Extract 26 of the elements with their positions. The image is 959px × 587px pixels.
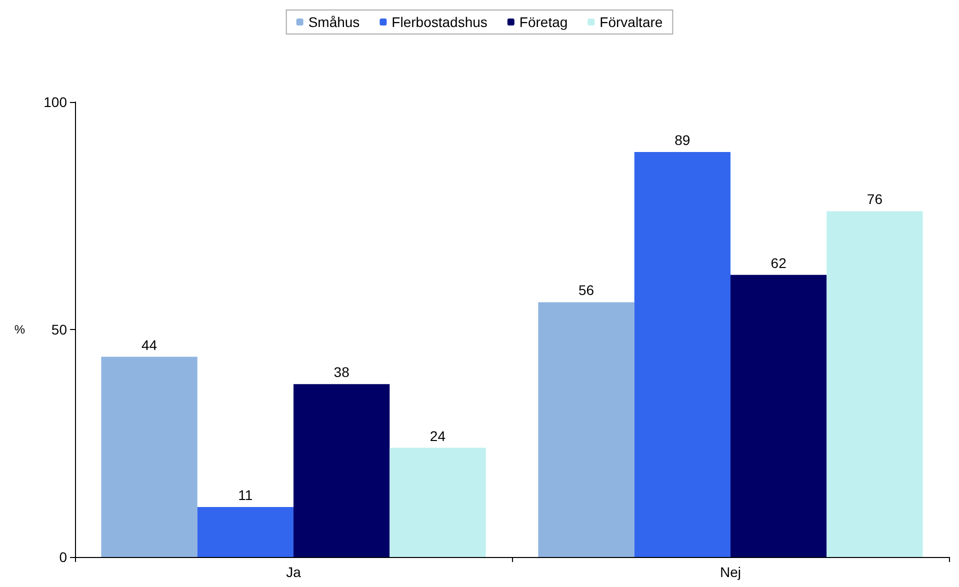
bar: [294, 384, 390, 557]
bar: [101, 356, 198, 557]
data-label: 38: [334, 364, 350, 380]
y-axis-title: %: [14, 322, 26, 336]
data-label: 76: [866, 191, 883, 208]
bar: [538, 302, 634, 557]
data-label: 62: [770, 254, 787, 271]
data-label: 11: [238, 486, 253, 503]
y-tick-label: 50: [51, 322, 68, 338]
data-label: 89: [674, 132, 690, 148]
data-label: 44: [142, 336, 158, 353]
bar: [826, 211, 923, 557]
x-tick-label: Nej: [720, 564, 742, 580]
y-tick-label: 0: [59, 549, 68, 565]
legend-label: Företag: [519, 14, 568, 30]
legend-label: Förvaltare: [600, 14, 663, 30]
x-tick-label: Ja: [286, 564, 302, 580]
bar: [730, 274, 827, 557]
bar: [197, 506, 294, 557]
data-label: 24: [430, 428, 446, 444]
legend-label: Småhus: [308, 14, 360, 30]
bar: [390, 448, 486, 557]
y-tick-label: 100: [44, 94, 68, 110]
data-label: 56: [578, 282, 594, 298]
bar: [634, 152, 730, 557]
legend-label: Flerbostadshus: [392, 14, 488, 30]
